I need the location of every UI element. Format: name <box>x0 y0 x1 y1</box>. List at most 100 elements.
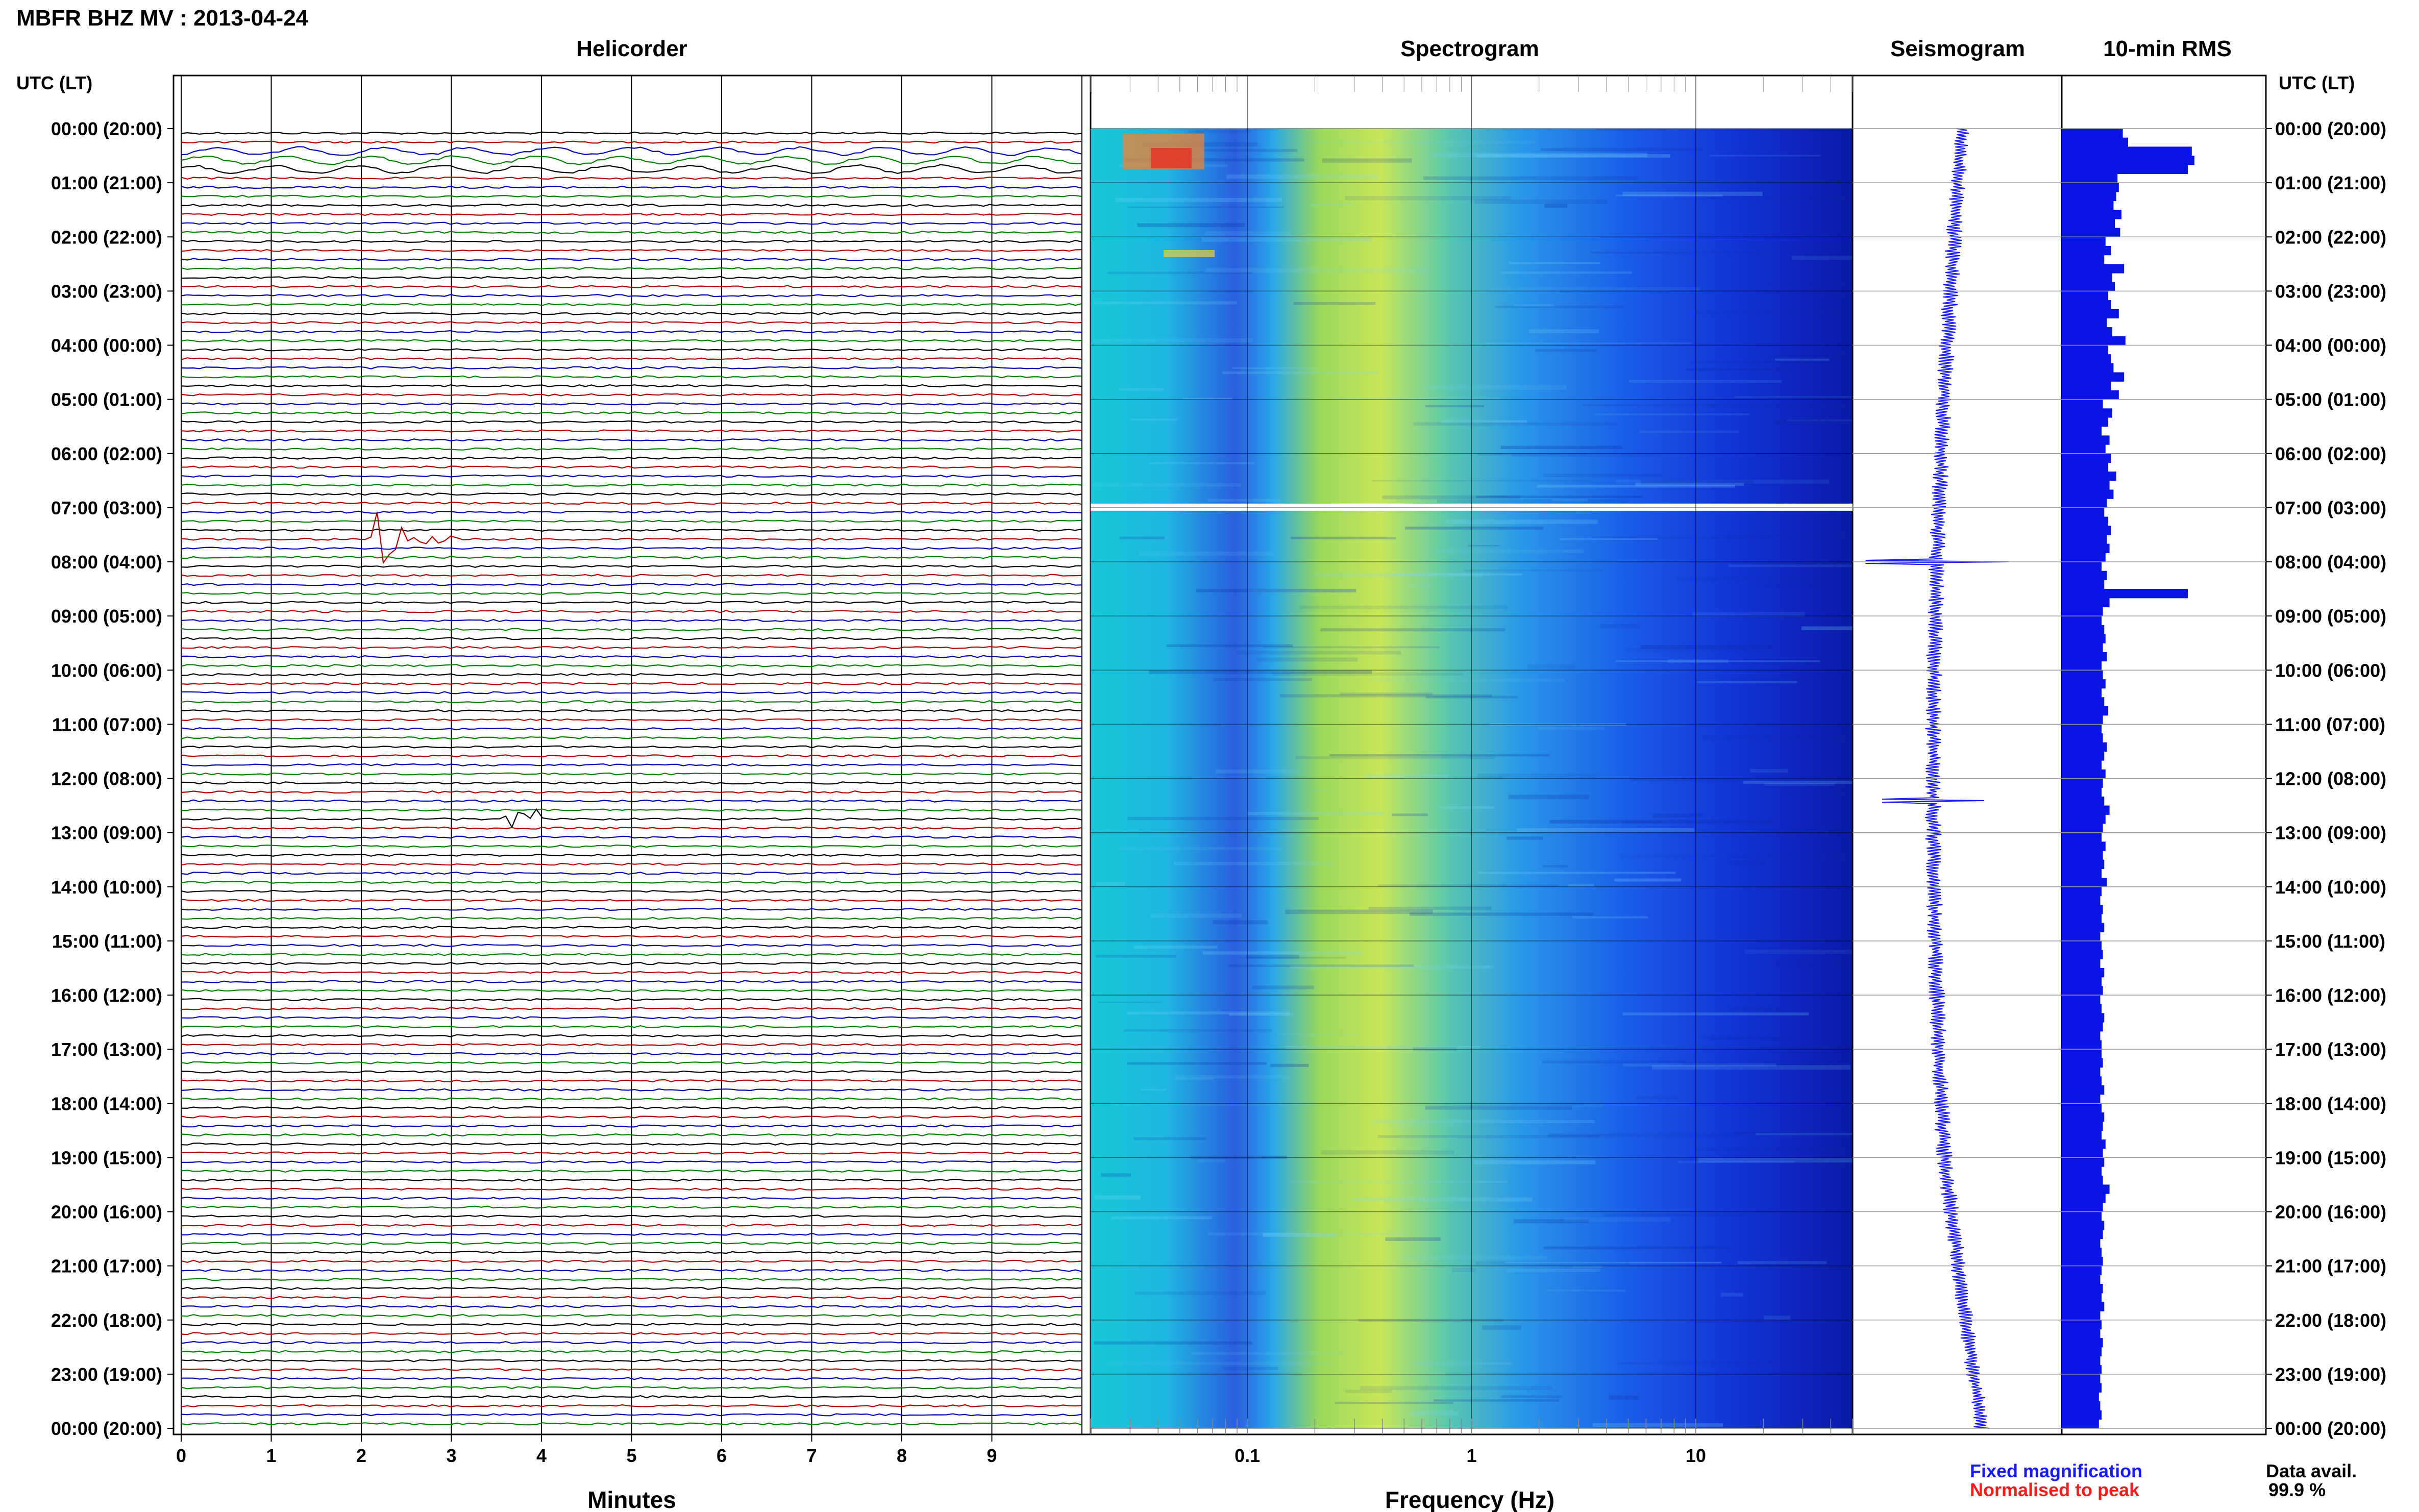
spectrogram-streak <box>1707 404 1853 408</box>
rms-bar <box>2062 1157 2105 1167</box>
rms-bar <box>2062 245 2111 256</box>
helicorder-trace-row <box>181 610 1082 613</box>
rms-bar <box>2062 1275 2101 1284</box>
time-label-right: 12:00 (08:00) <box>2275 769 2386 789</box>
data-availability-value: 99.9 % <box>2268 1479 2326 1500</box>
helicorder-trace-row <box>181 483 1082 487</box>
helicorder-trace-row <box>181 772 1082 776</box>
rms-bar <box>2062 336 2126 346</box>
helicorder-trace-row <box>181 155 1082 165</box>
helicorder-trace-row <box>181 276 1082 279</box>
spectrogram-streak <box>1477 453 1587 456</box>
spectrogram-streak <box>1509 262 1600 264</box>
spectrogram-streak <box>1783 791 1853 794</box>
spectrogram-streak <box>1094 1195 1141 1200</box>
rms-bar <box>2062 1167 2102 1176</box>
rms-bar <box>2062 598 2110 608</box>
spectrogram-streak <box>1722 534 1853 537</box>
time-label-right: 10:00 (06:00) <box>2275 660 2386 681</box>
helicorder-trace-row <box>181 285 1082 288</box>
spectrogram-streak <box>1377 1135 1598 1138</box>
spectrogram-streak <box>1175 1075 1291 1079</box>
spectrogram-streak <box>1222 371 1379 374</box>
spectrogram-streak <box>1118 847 1283 850</box>
spectrogram-hot-streak <box>1164 250 1215 257</box>
helicorder-trace-row <box>181 1368 1082 1372</box>
rms-bar <box>2062 886 2102 897</box>
rms-bar <box>2062 1347 2102 1357</box>
helicorder-trace-row <box>181 1025 1082 1029</box>
spectrogram-streak <box>1413 1047 1457 1051</box>
rms-bar <box>2062 697 2105 707</box>
spectrogram-streak <box>1793 1063 1822 1065</box>
spectrogram-streak <box>1224 1367 1278 1370</box>
spectrogram-streak <box>1202 149 1298 152</box>
spectrogram-streak <box>1729 564 1853 567</box>
spectrogram-streak <box>1239 957 1346 959</box>
spectrogram-streak <box>1596 129 1666 131</box>
rms-bar <box>2062 399 2103 409</box>
rms-bar <box>2062 634 2106 643</box>
spectrogram-streak <box>1573 1265 1602 1269</box>
spectrogram-streak <box>1543 474 1662 477</box>
spectrogram-hot-core <box>1151 148 1192 168</box>
helicorder-trace-row <box>181 646 1082 650</box>
helicorder-trace-row <box>181 1070 1082 1074</box>
time-label-left: 00:00 (20:00) <box>51 118 162 139</box>
helicorder-trace-row <box>181 889 1082 893</box>
rms-bar <box>2062 932 2101 941</box>
time-label-right: 22:00 (18:00) <box>2275 1310 2386 1331</box>
spectrogram-streak <box>1697 1035 1783 1039</box>
spectrogram-streak <box>1208 1232 1408 1236</box>
spectrogram-streak <box>1631 779 1745 782</box>
spectrogram-ticks <box>1090 76 1853 1434</box>
rms-bar <box>2062 526 2111 535</box>
spectrogram-streak <box>1127 206 1285 208</box>
helicorder-trace-row <box>181 511 1082 564</box>
spectrogram-streak <box>1139 551 1274 556</box>
spectrogram-streak <box>1622 191 1763 196</box>
rms-bar <box>2062 1076 2102 1086</box>
rms-bar <box>2062 1256 2103 1267</box>
helicorder-trace-row <box>181 1079 1082 1083</box>
spectrogram-streak <box>1320 1150 1454 1155</box>
spectrogram-streak <box>1474 199 1608 204</box>
helicorder-trace-row <box>181 1259 1082 1263</box>
spectrogram-streak <box>1636 1096 1680 1100</box>
helicorder-tick-label: 9 <box>986 1445 997 1466</box>
rms-title: 10-min RMS <box>2103 36 2232 61</box>
spectrogram-streak <box>1759 290 1853 295</box>
rms-bar <box>2062 507 2105 517</box>
rms-bar <box>2062 995 2101 1005</box>
helicorder-trace-row <box>181 745 1082 749</box>
spectrogram-streak <box>1276 1032 1360 1036</box>
helicorder-trace-row <box>181 1052 1082 1056</box>
helicorder-trace-row <box>181 980 1082 983</box>
helicorder-trace-row <box>181 1332 1082 1335</box>
spectrogram-streak <box>1423 176 1639 180</box>
helicorder-trace-row <box>181 872 1082 875</box>
helicorder-trace-row <box>181 799 1082 803</box>
spectrogram-streak <box>1094 1341 1252 1345</box>
rms-bar <box>2062 1175 2103 1185</box>
spectrogram-streak <box>1098 1001 1162 1003</box>
helicorder-trace-row <box>181 754 1082 758</box>
rms-bar <box>2062 715 2103 725</box>
helicorder-trace-row <box>181 808 1081 812</box>
spectrogram-streak <box>1482 342 1692 344</box>
rms-bar <box>2062 679 2106 689</box>
spectrogram-texture <box>1091 129 1853 1427</box>
rms-bar <box>2062 778 2103 788</box>
helicorder-trace-row <box>181 862 1082 866</box>
rms-bar <box>2062 1022 2103 1032</box>
helicorder-trace-row <box>181 348 1082 352</box>
spectrogram-streak <box>1543 1246 1730 1250</box>
helicorder-trace-row <box>181 164 1082 175</box>
time-label-right: 18:00 (14:00) <box>2275 1093 2386 1114</box>
time-label-left: 19:00 (15:00) <box>51 1147 162 1168</box>
spectrogram-streak <box>1500 271 1632 274</box>
helicorder-trace-row <box>181 131 1082 135</box>
spectrogram-streak <box>1505 1269 1600 1272</box>
spectrogram-streak <box>1246 955 1299 959</box>
spectrogram-streak <box>1215 770 1300 774</box>
